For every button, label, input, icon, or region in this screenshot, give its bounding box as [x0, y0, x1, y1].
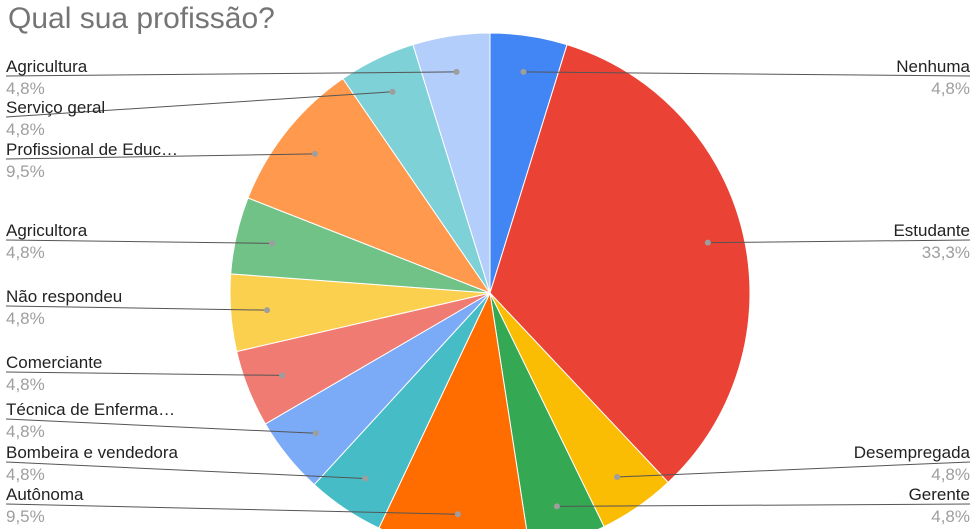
leader-line — [5, 418, 316, 434]
slice-label: Gerente — [909, 485, 970, 504]
leader-line — [523, 71, 971, 77]
pie-slice — [247, 77, 492, 295]
pie-slice — [412, 32, 491, 294]
leader-dot — [553, 503, 560, 510]
leader-dot — [389, 88, 396, 95]
slice-label: Agricultora — [6, 221, 88, 240]
leader-line — [5, 153, 316, 160]
leader-dot — [264, 307, 271, 314]
slice-value-label: 4,8% — [931, 465, 970, 484]
leader-line — [5, 461, 366, 480]
leader-line — [707, 239, 971, 244]
slice-value-label: 4,8% — [6, 375, 45, 394]
leader-dot — [453, 68, 460, 75]
leader-line — [5, 71, 457, 77]
leader-dot — [614, 473, 621, 480]
leader-line — [617, 461, 971, 478]
slice-value-label: 4,8% — [6, 422, 45, 441]
slice-label: Nenhuma — [896, 57, 970, 76]
slice-value-label: 4,8% — [6, 309, 45, 328]
slice-label: Estudante — [893, 221, 970, 240]
pie-slice — [378, 291, 528, 529]
slice-value-label: 33,3% — [922, 243, 970, 262]
leader-dot — [704, 239, 711, 246]
leader-line — [5, 239, 272, 244]
pie-slice — [489, 44, 751, 484]
leader-line — [5, 371, 283, 376]
slice-value-label: 9,5% — [6, 507, 45, 526]
slice-label: Autônoma — [6, 485, 84, 504]
slice-label: Agricultura — [6, 57, 88, 76]
slice-labels: Nenhuma 4,8% Estudante 33,3% Desempregada 4,8… — [6, 57, 971, 526]
slice-label: Não respondeu — [6, 287, 122, 306]
leader-dot — [312, 430, 319, 437]
leader-line — [556, 503, 971, 507]
slice-value-label: 4,8% — [6, 243, 45, 262]
leader-dot — [362, 475, 369, 482]
leader-dot — [268, 240, 275, 247]
leader-line — [5, 503, 458, 515]
leader-dot — [520, 68, 527, 75]
leader-dot — [279, 372, 286, 379]
leader-line — [5, 91, 393, 118]
slice-label: Desempregada — [854, 443, 971, 462]
chart-title: Qual sua profissão? — [8, 2, 275, 35]
slice-label: Comerciante — [6, 353, 102, 372]
leader-dot — [454, 511, 461, 518]
slice-label: Técnica de Enferma… — [6, 400, 175, 419]
slice-value-label: 9,5% — [6, 162, 45, 181]
slice-label: Bombeira e vendedora — [6, 443, 179, 462]
slice-value-label: 4,8% — [931, 507, 970, 526]
leader-line — [5, 305, 268, 311]
slice-value-label: 4,8% — [6, 120, 45, 139]
pie-slice — [489, 292, 605, 529]
slice-label: Profissional de Educ… — [6, 140, 178, 159]
leader-dot — [312, 150, 318, 157]
slice-value-label: 4,8% — [6, 79, 45, 98]
leader-lines — [5, 68, 971, 518]
slice-value-label: 4,8% — [6, 465, 45, 484]
slice-label: Serviço geral — [6, 98, 105, 117]
slice-value-label: 4,8% — [931, 79, 970, 98]
pie-slices — [229, 32, 751, 529]
